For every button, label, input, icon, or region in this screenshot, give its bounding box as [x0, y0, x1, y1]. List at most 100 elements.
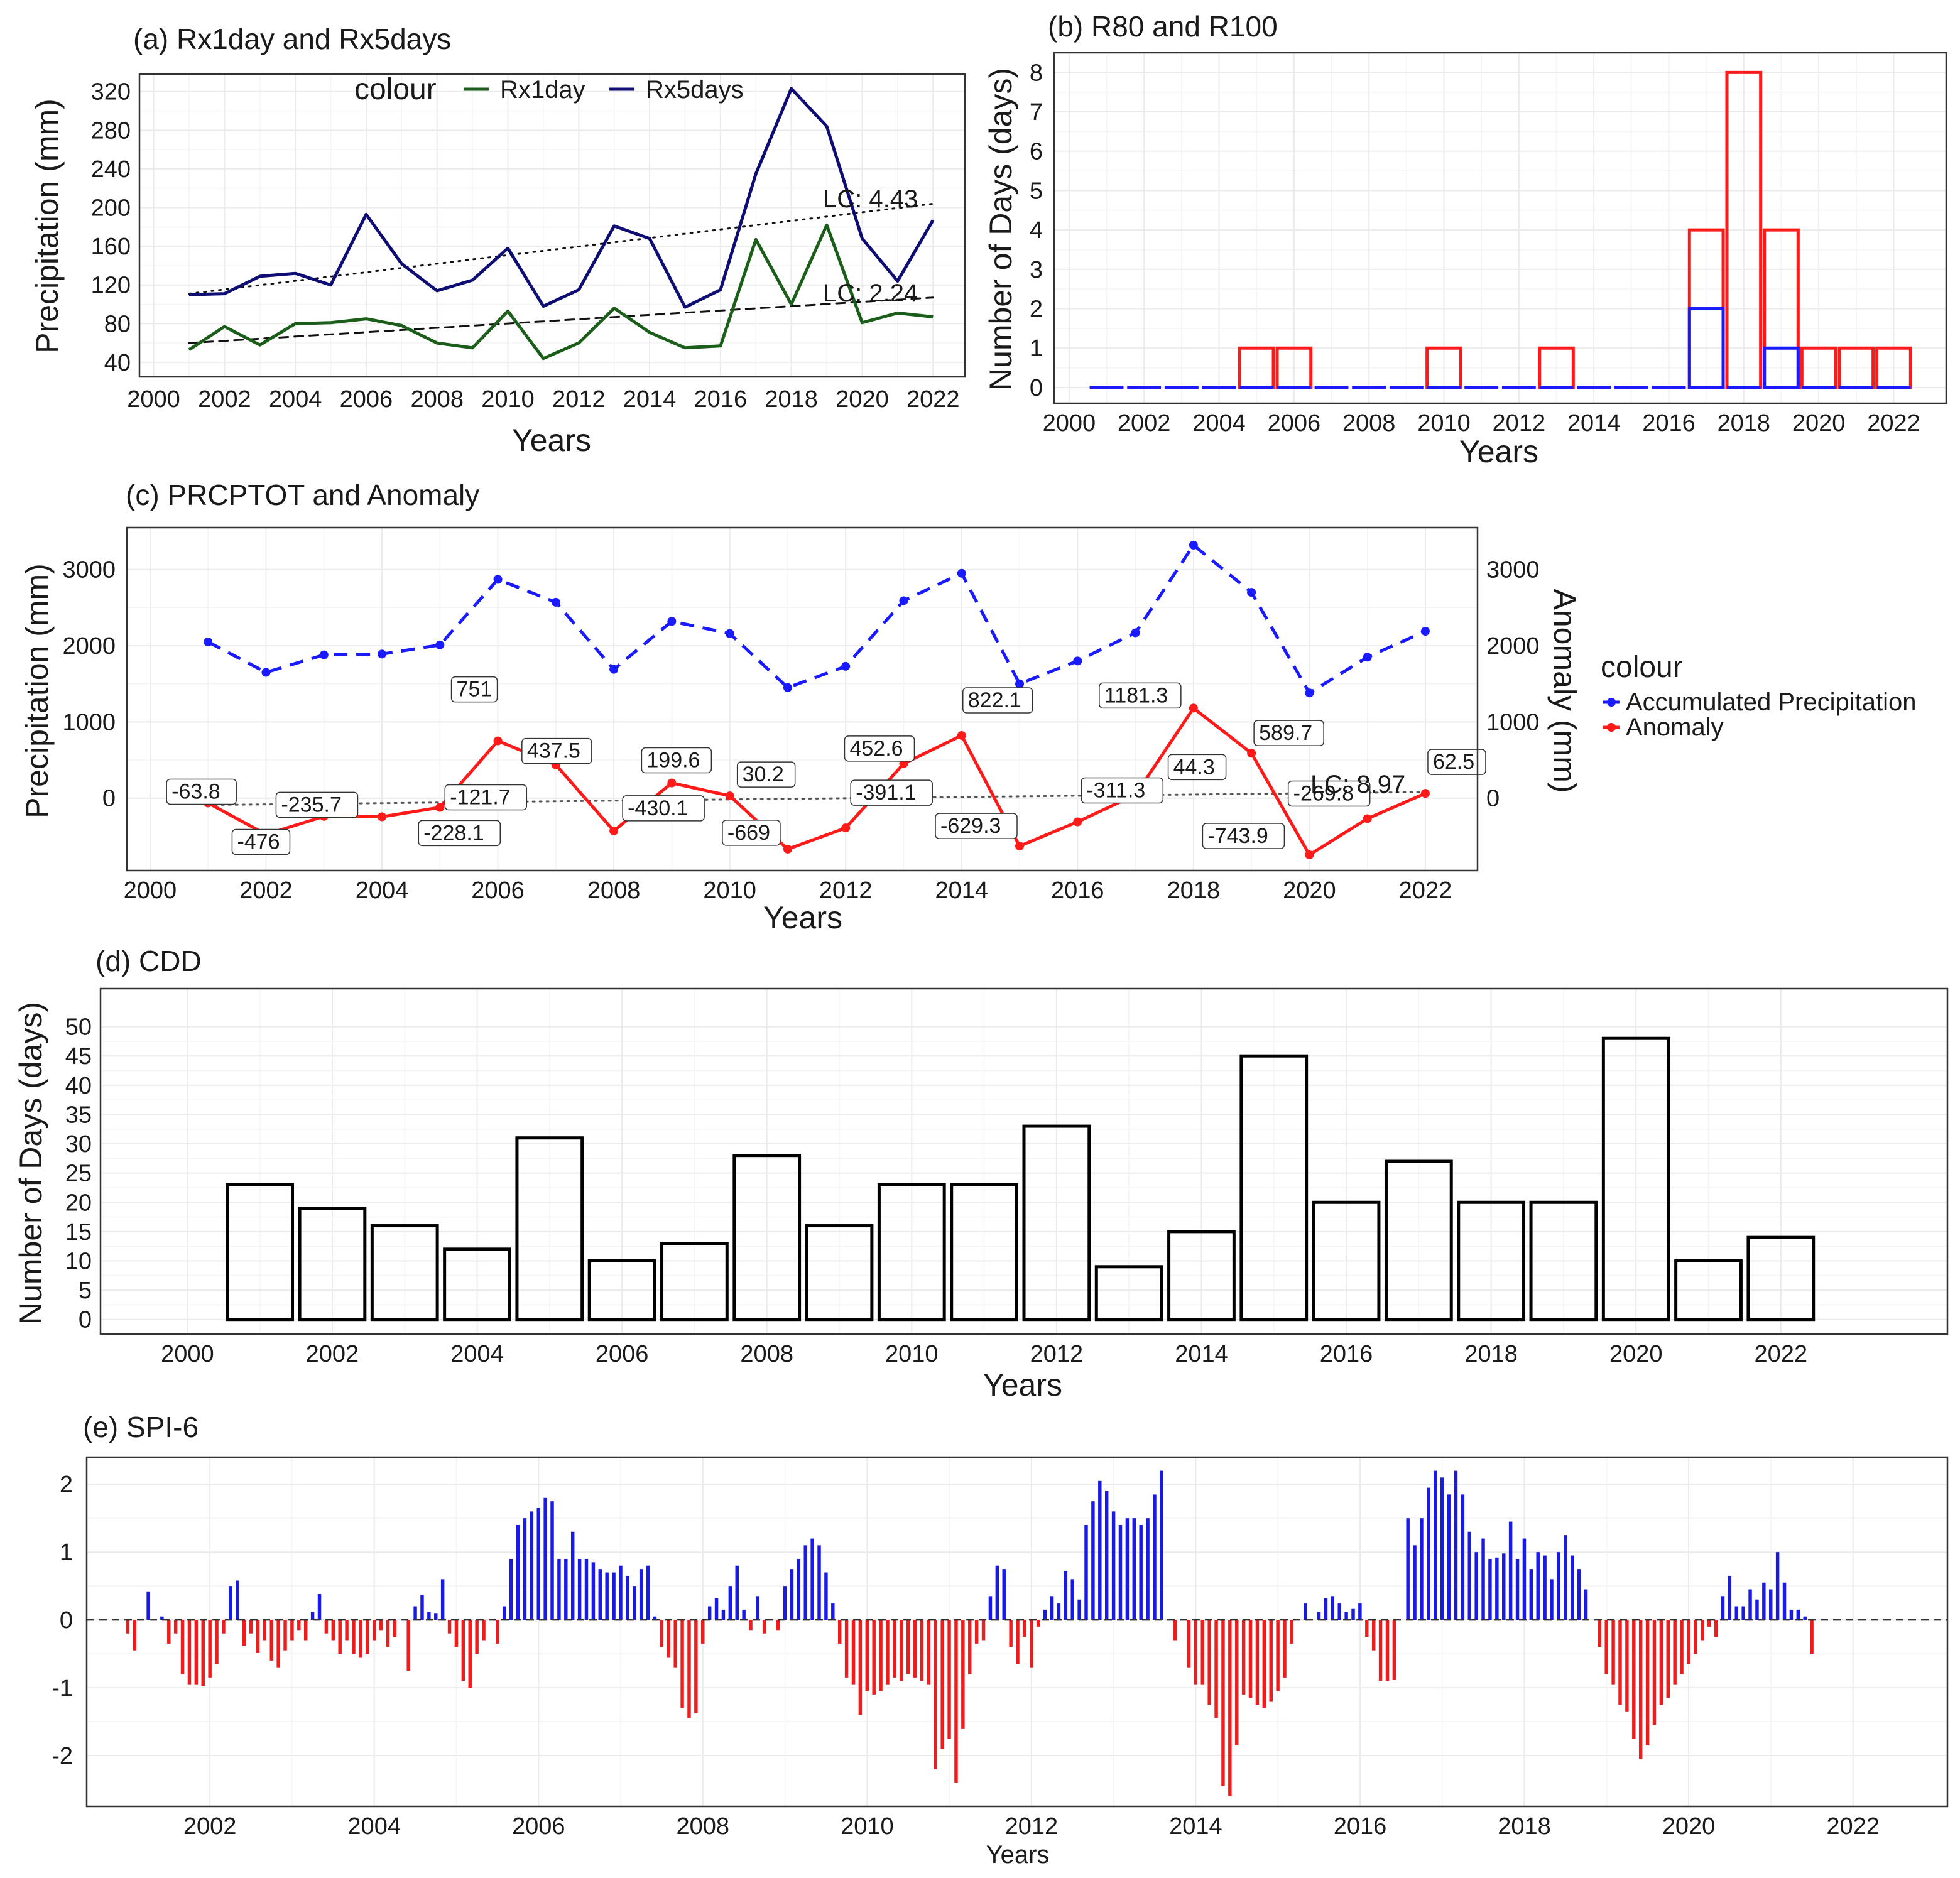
bar-spi-negative — [1221, 1620, 1225, 1786]
legend-rx1day-label: Rx1day — [500, 76, 585, 104]
c-ytick-label: 0 — [102, 786, 116, 812]
panel-c-title: (c) PRCPTOT and Anomaly — [126, 479, 479, 511]
panel-c-y2label: Anomaly (mm) — [1547, 589, 1582, 793]
point-accumulated — [378, 649, 387, 659]
a-ytick-label: 320 — [91, 79, 131, 106]
bar-spi-negative — [1659, 1620, 1663, 1705]
bar-spi-negative — [1290, 1620, 1293, 1644]
bar-spi-positive — [1543, 1555, 1547, 1620]
point-accumulated — [667, 617, 677, 626]
e-xtick-label: 2020 — [1662, 1813, 1716, 1840]
point-accumulated — [1247, 588, 1256, 597]
c-y2tick-label: 2000 — [1486, 633, 1540, 659]
bar-spi-positive — [1481, 1538, 1485, 1620]
panel-a-xlabel: Years — [512, 423, 591, 458]
bar-spi-positive — [1775, 1552, 1780, 1620]
bar-spi-negative — [1228, 1620, 1232, 1796]
bar-spi-positive — [236, 1580, 239, 1620]
bar-spi-negative — [263, 1620, 267, 1641]
bar-spi-positive — [619, 1565, 623, 1620]
d-xtick-label: 2006 — [596, 1341, 649, 1367]
point-anomaly — [378, 812, 387, 822]
d-ytick-label: 35 — [65, 1102, 92, 1128]
d-ytick-label: 40 — [65, 1073, 92, 1099]
bar-spi-positive — [1550, 1579, 1554, 1620]
bar-cdd — [805, 1224, 874, 1322]
bar-spi-positive — [543, 1497, 547, 1620]
point-anomaly — [1363, 814, 1372, 823]
d-xtick-label: 2016 — [1320, 1341, 1373, 1367]
point-accumulated — [1015, 679, 1025, 688]
a-xtick-label: 2014 — [623, 386, 677, 413]
bar-cdd — [1674, 1259, 1743, 1322]
point-anomaly — [725, 791, 734, 801]
bar-cdd — [1239, 1054, 1309, 1322]
bar-spi-positive — [536, 1507, 540, 1620]
anomaly-data-label: 1181.3 — [1104, 683, 1168, 707]
bar-spi-negative — [482, 1620, 486, 1641]
anomaly-data-label: -63.8 — [172, 779, 220, 803]
bar-cdd — [950, 1183, 1018, 1322]
panel-b-xlabel: Years — [1459, 434, 1538, 469]
bar-spi-positive — [1755, 1599, 1759, 1620]
b-xtick-label: 2002 — [1118, 410, 1171, 437]
series-line-accumulated — [207, 543, 1426, 695]
bar-spi-positive — [1070, 1579, 1074, 1620]
d-ytick-label: 50 — [65, 1014, 92, 1041]
anomaly-data-label-box — [231, 828, 291, 855]
c-xtick-label: 2010 — [703, 877, 756, 904]
bar-spi-negative — [133, 1620, 137, 1651]
e-xtick-label: 2006 — [512, 1813, 565, 1840]
a-ytick-label: 200 — [91, 195, 131, 222]
bar-spi-positive — [1337, 1603, 1341, 1620]
panel-a-frame — [138, 73, 966, 378]
point-accumulated — [493, 575, 503, 584]
a-ytick-label: 120 — [91, 273, 131, 299]
bar-spi-negative — [920, 1620, 924, 1681]
bar-spi-negative — [701, 1620, 705, 1644]
bar-spi-negative — [208, 1620, 212, 1678]
bar-spi-negative — [475, 1620, 479, 1654]
bar-cdd — [1312, 1200, 1381, 1322]
bar-spi-negative — [1625, 1620, 1629, 1712]
anomaly-data-label: -235.7 — [281, 793, 341, 817]
bar-spi-negative — [1262, 1620, 1266, 1708]
bar-spi-negative — [906, 1620, 910, 1674]
bar-spi-positive — [824, 1572, 828, 1620]
d-ytick-label: 15 — [65, 1219, 92, 1246]
d-ytick-label: 20 — [65, 1190, 92, 1216]
bar-spi-positive — [310, 1612, 315, 1620]
anomaly-data-label: -391.1 — [856, 781, 916, 805]
bar-spi-negative — [749, 1620, 753, 1631]
anomaly-data-label: -476 — [237, 830, 280, 854]
anomaly-data-label: 199.6 — [646, 749, 700, 773]
d-xtick-label: 2008 — [740, 1341, 793, 1367]
bar-spi-negative — [776, 1620, 780, 1631]
bar-cdd — [1094, 1265, 1163, 1322]
bar-spi-positive — [1084, 1524, 1088, 1620]
bar-spi-positive — [1748, 1589, 1752, 1620]
bar-spi-positive — [1570, 1555, 1574, 1620]
bar-spi-positive — [817, 1545, 821, 1620]
bar-spi-positive — [707, 1606, 712, 1620]
d-xtick-label: 2004 — [450, 1341, 504, 1367]
anomaly-data-label-box — [736, 761, 796, 788]
bar-spi-negative — [1214, 1620, 1218, 1718]
d-ytick-label: 5 — [79, 1278, 92, 1304]
panel-e-frame — [85, 1456, 1949, 1808]
trend-label-rx5days: LC: 4.43 — [823, 185, 918, 213]
point-accumulated — [1189, 540, 1198, 550]
bar-spi-negative — [660, 1620, 664, 1647]
bar-spi-negative — [366, 1620, 369, 1654]
bar-spi-positive — [160, 1616, 164, 1620]
bar-cdd — [226, 1183, 295, 1322]
bar-spi-positive — [420, 1595, 424, 1620]
c-xtick-label: 2022 — [1399, 877, 1452, 904]
bar-spi-negative — [673, 1620, 677, 1668]
anomaly-data-label: 437.5 — [527, 739, 580, 763]
point-anomaly — [1305, 850, 1314, 859]
bar-spi-negative — [201, 1620, 205, 1686]
e-ytick-label: 1 — [60, 1539, 73, 1566]
bar-spi-negative — [331, 1620, 335, 1641]
c-ytick-label: 1000 — [62, 709, 116, 735]
